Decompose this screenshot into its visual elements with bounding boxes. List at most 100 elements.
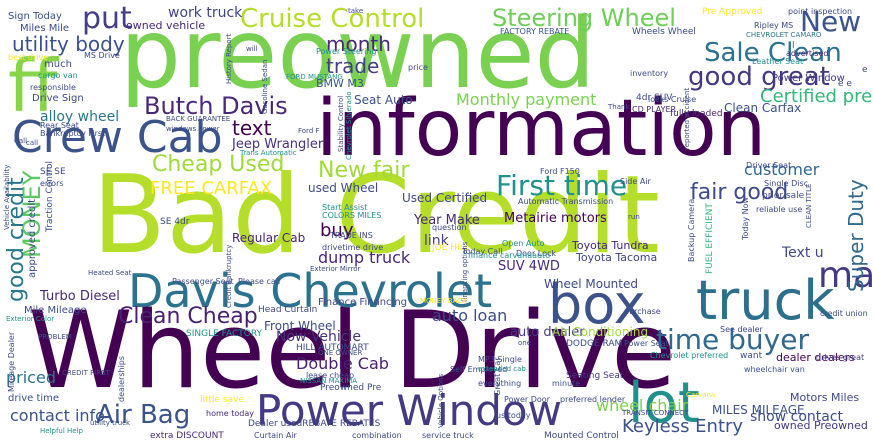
word: take <box>348 7 364 15</box>
word: ONE OWNER <box>318 349 363 357</box>
word: good great <box>688 62 830 92</box>
word: Driver Seat <box>746 161 792 170</box>
word: FUEL EFFICIENT <box>705 203 715 274</box>
word: Power Seat <box>624 339 669 348</box>
word: Wheel Mounted <box>544 277 638 291</box>
word: Jeep Wrangler <box>232 137 324 152</box>
word: Monthly payment <box>456 90 597 109</box>
word: Exterior Color <box>6 315 55 323</box>
word: prior sale <box>762 191 805 201</box>
word: Leather Seat <box>752 57 804 66</box>
word: owned vehicle <box>126 19 206 32</box>
word: MONEY BACK <box>420 297 467 305</box>
word: reported accident <box>683 87 691 150</box>
word: Motors Miles <box>790 391 860 404</box>
word: Vehicle Availability <box>3 164 11 230</box>
word: NISSAN MAXIMA <box>300 377 358 385</box>
word: TRADE INS <box>330 231 373 240</box>
word: approved credit <box>27 198 38 278</box>
word: e <box>862 65 868 75</box>
word: best drive <box>8 53 49 62</box>
word: Mile Mileage <box>24 305 87 316</box>
word: fully loaded <box>670 109 723 119</box>
word: Air Bag <box>96 400 191 430</box>
word: fair good <box>690 180 789 205</box>
word: Today Call <box>462 247 503 256</box>
word: one <box>518 339 532 347</box>
word: Turbo Diesel <box>40 289 120 304</box>
word: Text u <box>782 245 824 261</box>
word: much <box>44 59 72 70</box>
word: FREE CARFAX <box>150 178 273 199</box>
word: COLORS MILES <box>322 211 382 220</box>
word: Automatic Transmission <box>518 197 614 206</box>
word: Rear Seat <box>40 121 79 130</box>
word: extended cab <box>478 365 526 373</box>
word: DODGE RAM <box>566 339 623 349</box>
word: Metairie motors <box>504 211 607 226</box>
word: BMW M3 <box>316 77 364 90</box>
word: little save <box>200 395 245 405</box>
word: minute <box>552 379 581 388</box>
word: SE 4dr <box>160 217 190 227</box>
word: CHEVROLET CAMARO <box>746 31 822 39</box>
word: everything <box>478 379 522 388</box>
word: Vehicle Options <box>437 373 445 428</box>
word: SUV 4WD <box>498 259 560 274</box>
word: Finance Financing <box>318 297 408 308</box>
word: Pre Approved <box>702 7 763 17</box>
word: Clean Carfax <box>724 101 802 115</box>
word: Power Window <box>772 73 845 84</box>
word: cargo van <box>38 71 78 80</box>
word: Dealer usedREBATE REBATES <box>248 419 381 429</box>
word: Helpful Help <box>40 427 83 435</box>
word: Preowned Pre <box>320 383 382 393</box>
word: Sign Today <box>8 11 62 22</box>
word: dealerships <box>117 355 126 402</box>
word: New <box>800 5 862 38</box>
word: box <box>548 273 646 336</box>
word: Bankruptcy First <box>40 129 106 138</box>
word: Thank <box>608 103 630 111</box>
word: combination <box>352 431 402 440</box>
word: FORD MUSTANG <box>286 73 343 81</box>
word: Butch Davis <box>144 92 288 120</box>
word: History Report <box>225 33 233 84</box>
word: locks Cruise <box>648 95 697 104</box>
word: advertised <box>786 49 829 58</box>
word: Please call <box>238 277 281 286</box>
word: credit union <box>820 309 868 318</box>
word: Gasoline Sedan <box>261 59 269 114</box>
word: CREDIT FIRST <box>62 369 110 377</box>
word: Miles Mile <box>20 23 70 34</box>
word: windows Power <box>166 125 220 133</box>
word: Davis Chevrolet <box>128 264 493 318</box>
word: Open Auto <box>502 239 545 248</box>
word: PROBLEM <box>38 333 72 341</box>
word: Ford F150 <box>540 167 580 176</box>
word: point inspection <box>788 7 853 16</box>
word: text <box>232 116 272 140</box>
word: alloy wheel <box>40 109 120 125</box>
word: Seat Auto <box>354 93 413 107</box>
word: trade <box>326 54 380 78</box>
word: ff <box>8 44 58 128</box>
word: Start Assist <box>322 203 368 212</box>
word: errors <box>40 179 64 188</box>
word: contact info <box>10 406 105 425</box>
word: Credit Bankruptcy <box>225 244 233 308</box>
word: us today <box>496 411 531 420</box>
word: First time <box>496 169 628 202</box>
word: Mounted Control <box>544 431 619 441</box>
word: question <box>432 223 467 232</box>
word: used Wheel <box>308 181 379 195</box>
word: mal <box>818 255 874 296</box>
word: Sale Clean <box>704 38 842 68</box>
word: See dealer <box>720 325 763 334</box>
word: Call <box>14 137 28 145</box>
word: customer <box>744 160 820 179</box>
word: Clean Cheap <box>118 304 258 329</box>
word: New fair <box>318 158 410 183</box>
word: service truck <box>422 431 474 440</box>
